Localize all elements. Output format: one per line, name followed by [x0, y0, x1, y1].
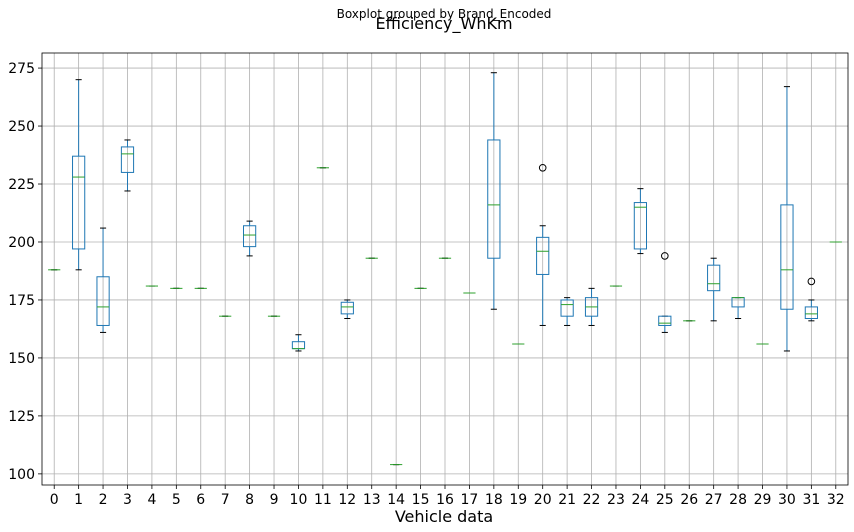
y-tick-label: 225 — [8, 177, 35, 193]
x-tick-label: 20 — [534, 492, 552, 508]
x-tick-label: 24 — [631, 492, 649, 508]
box-iqr — [658, 315, 672, 326]
x-tick-label: 25 — [656, 492, 674, 508]
box-iqr — [96, 276, 110, 326]
x-tick-label: 31 — [802, 492, 820, 508]
box-group — [120, 139, 135, 192]
box-iqr — [72, 155, 86, 250]
x-tick-label: 8 — [245, 492, 254, 508]
box-group — [707, 257, 721, 322]
box-group — [340, 299, 354, 320]
x-tick-label: 1 — [74, 492, 83, 508]
ticks: 0 1 2 3 4 5 6 7 8 9 10 11 12 13 14 15 16 17 18 19 20 21 22 23 24… — [8, 61, 844, 508]
x-tick-label: 32 — [827, 492, 845, 508]
boxes — [48, 72, 842, 466]
x-tick-label: 19 — [509, 492, 527, 508]
x-tick-label: 3 — [123, 492, 132, 508]
box-iqr — [340, 301, 354, 315]
box-iqr — [536, 236, 550, 275]
x-tick-label: 29 — [754, 492, 772, 508]
box-iqr — [804, 306, 818, 320]
x-tick-label: 11 — [314, 492, 332, 508]
x-tick-label: 7 — [221, 492, 230, 508]
x-tick-label: 2 — [99, 492, 108, 508]
x-tick-label: 9 — [270, 492, 279, 508]
outlier-point — [807, 277, 816, 286]
box-group — [96, 227, 110, 333]
x-tick-label: 10 — [290, 492, 308, 508]
box-group — [780, 86, 794, 352]
box-iqr — [487, 139, 501, 259]
box-group — [560, 297, 574, 326]
x-tick-label: 18 — [485, 492, 503, 508]
x-tick-label: 28 — [729, 492, 747, 508]
box-group — [72, 79, 86, 271]
chart-title: Efficiency_WhKm — [375, 14, 512, 34]
x-tick-label: 12 — [338, 492, 356, 508]
box-group — [584, 287, 599, 326]
x-tick-label: 21 — [558, 492, 576, 508]
x-tick-label: 6 — [196, 492, 205, 508]
box-group — [658, 252, 672, 333]
x-tick-label: 17 — [461, 492, 479, 508]
x-tick-label: 0 — [50, 492, 59, 508]
box-group — [731, 297, 745, 320]
x-tick-label: 4 — [147, 492, 156, 508]
y-tick-label: 150 — [8, 351, 35, 367]
x-tick-label: 14 — [387, 492, 405, 508]
y-tick-label: 175 — [8, 293, 35, 309]
x-tick-label: 23 — [607, 492, 625, 508]
box-group — [487, 72, 501, 310]
chart-suptitle: Boxplot grouped by Brand_Encoded — [337, 7, 552, 21]
y-tick-label: 200 — [8, 235, 35, 251]
y-tick-label: 100 — [8, 467, 35, 483]
box-iqr — [707, 264, 721, 292]
grid — [42, 53, 848, 485]
y-tick-label: 250 — [8, 119, 35, 135]
box-group — [633, 188, 648, 255]
x-tick-label: 27 — [705, 492, 723, 508]
box-group — [291, 334, 306, 352]
y-tick-label: 275 — [8, 61, 35, 77]
outlier-point — [661, 252, 669, 260]
box-group — [804, 277, 818, 322]
x-tick-label: 30 — [778, 492, 796, 508]
outlier-point — [538, 163, 547, 172]
box-group — [243, 220, 257, 257]
box-iqr — [780, 204, 794, 310]
x-tick-label: 15 — [412, 492, 430, 508]
y-tick-label: 125 — [8, 409, 35, 425]
x-tick-label: 13 — [363, 492, 381, 508]
x-tick-label: 5 — [172, 492, 181, 508]
x-tick-label: 16 — [436, 492, 454, 508]
x-tick-label: 26 — [680, 492, 698, 508]
x-axis-label: Vehicle data — [395, 507, 493, 526]
box-iqr — [243, 225, 257, 248]
box-iqr — [120, 146, 135, 173]
x-tick-label: 22 — [583, 492, 601, 508]
box-group — [536, 163, 550, 326]
box-iqr — [633, 202, 648, 250]
box-iqr — [560, 299, 574, 317]
